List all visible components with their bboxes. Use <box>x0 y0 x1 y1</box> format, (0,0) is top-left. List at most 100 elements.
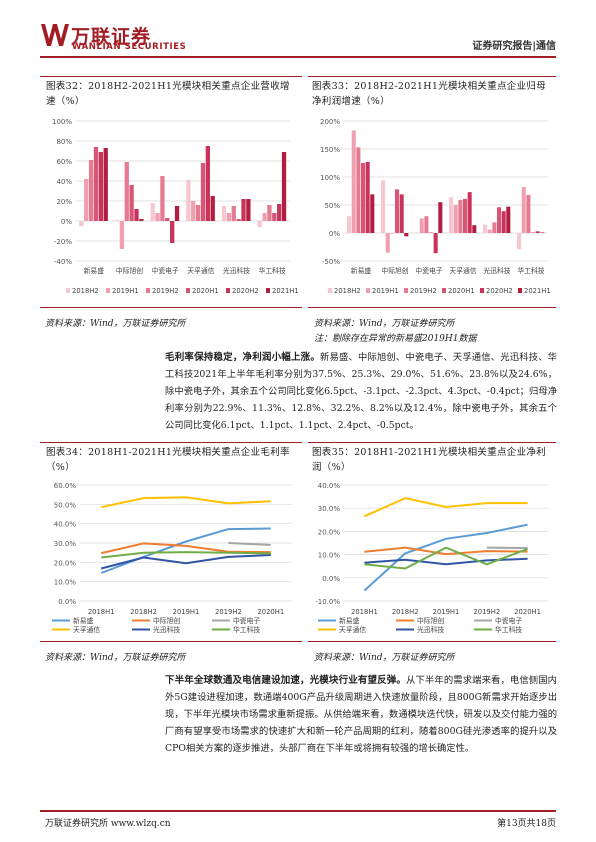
bar <box>483 224 488 233</box>
legend-swatch <box>146 288 150 293</box>
legend-swatch <box>404 288 408 293</box>
x-tick-label: 光迅科技 <box>483 266 510 275</box>
legend-label: 2021H1 <box>272 287 299 295</box>
series-line <box>100 542 271 555</box>
bar <box>281 152 287 221</box>
y-tick-label: -50% <box>322 258 340 266</box>
y-tick-label: 10.0% <box>318 552 341 560</box>
y-tick-label: 0% <box>329 230 340 238</box>
figure-title: 图表34：2018H1-2021H1光模块相关重点企业毛利率（%） <box>46 447 290 473</box>
y-tick-label: 20% <box>56 198 72 206</box>
bar <box>267 205 272 221</box>
bar <box>429 232 434 233</box>
y-tick-label: 100% <box>52 118 72 126</box>
bar <box>399 194 404 233</box>
series-line <box>486 546 528 550</box>
bar <box>129 185 134 221</box>
figure-title: 图表32：2018H2-2021H1光模块相关重点企业营收增速（%） <box>46 81 290 107</box>
bar <box>170 221 175 243</box>
figure-source: 资料来源：Wind，万联证券研究所 <box>314 653 455 663</box>
legend-label: 2020H2 <box>486 287 513 295</box>
x-tick-label: 华工科技 <box>259 266 286 275</box>
y-tick-label: 80% <box>56 138 72 146</box>
bar <box>93 147 99 221</box>
bar <box>88 160 94 221</box>
y-tick-label: 10.0% <box>54 579 77 587</box>
bar <box>124 162 129 221</box>
line-chart-gross-margin: 60.0% 50.0% 40.0% 30.0% 20.0% 10.0% 0.0% 2018H1… <box>52 482 292 634</box>
footer-divider <box>40 810 556 812</box>
legend-label: 中瓷电子 <box>495 616 522 625</box>
bar <box>540 232 545 233</box>
legend-label: 2020H1 <box>448 287 475 295</box>
bar <box>195 205 201 221</box>
y-tick-label: 100% <box>320 174 340 182</box>
series-line <box>364 546 528 570</box>
bar <box>449 197 454 233</box>
bar-chart-net-profit-growth: 200% 150% 100% 50% 0% -50% 新易盛 中际旭创 中瓷电子 天孚通信 光迅科技… <box>320 118 551 295</box>
bar <box>506 206 511 233</box>
brand-name-en: WANLIAN SECURITIES <box>72 42 187 52</box>
figure-source: 资料来源：Wind，万联证券研究所 <box>314 319 455 329</box>
series-line <box>363 523 528 592</box>
bar <box>415 232 420 233</box>
figure-35: 图表35：2018H1-2021H1光模块相关重点企业净利润（%） 40.0% 3… <box>308 442 556 642</box>
bar <box>277 204 282 221</box>
x-tick-label: 2018H2 <box>392 608 419 616</box>
bar <box>79 221 84 226</box>
bar <box>370 194 375 233</box>
paragraph-body: 从下半年的需求端来看，电信侧国内外5G建设进程加速，数通端400G产品升级周期进… <box>165 675 557 754</box>
bar <box>517 233 522 250</box>
bar <box>205 146 210 221</box>
paragraph-lead: 毛利率保持稳定，净利润小幅上涨。 <box>165 352 321 363</box>
y-tick-label: 50% <box>324 202 340 210</box>
legend-swatch <box>442 288 446 293</box>
series-line <box>100 554 271 570</box>
x-tick-label: 华工科技 <box>517 266 544 275</box>
bar <box>361 163 366 233</box>
legend-swatch <box>186 288 190 293</box>
bar <box>231 206 236 221</box>
paragraph-lead: 下半年全球数通及电信建设加速，光模块行业有望反弹。 <box>165 675 407 686</box>
series-line <box>100 496 271 509</box>
bar <box>221 206 227 221</box>
bar <box>114 220 120 221</box>
legend-label: 光迅科技 <box>153 625 180 634</box>
y-tick-label: 20.0% <box>318 528 341 536</box>
bar <box>165 218 170 221</box>
legend-label: 2020H2 <box>232 287 259 295</box>
report-type: 证券研究报告|通信 <box>472 41 556 52</box>
y-tick-label: 60.0% <box>54 482 77 490</box>
legend-swatch <box>366 288 370 293</box>
y-tick-label: -40% <box>54 258 72 266</box>
bar <box>351 130 356 233</box>
bar <box>463 198 468 233</box>
x-tick-label: 新易盛 <box>351 266 372 275</box>
y-tick-label: 60% <box>56 158 72 166</box>
series-line <box>100 527 271 574</box>
y-tick-label: 40.0% <box>318 482 341 490</box>
figure-34: 图表34：2018H1-2021H1光模块相关重点企业毛利率（%） 60.0% 5… <box>40 442 302 642</box>
bar <box>419 218 424 233</box>
x-tick-label: 2019H2 <box>473 608 500 616</box>
legend-label: 2019H2 <box>410 287 437 295</box>
series-line <box>364 557 528 566</box>
y-tick-label: 40.0% <box>54 521 77 529</box>
figure-source: 资料来源：Wind，万联证券研究所 <box>45 319 186 329</box>
legend-label: 2019H2 <box>152 287 179 295</box>
legend-label: 2018H2 <box>334 287 361 295</box>
paragraph-outlook: 下半年全球数通及电信建设加速，光模块行业有望反弹。从下半年的需求端来看，电信侧国… <box>165 672 557 757</box>
legend-swatch <box>518 288 522 293</box>
x-tick-label: 天孚通信 <box>187 266 214 275</box>
x-tick-label: 中际旭创 <box>116 266 143 275</box>
legend-label: 新易盛 <box>339 616 360 625</box>
legend-label: 中际旭创 <box>153 616 180 625</box>
y-tick-label: 0.0% <box>322 575 340 583</box>
bar <box>347 216 352 233</box>
bar <box>210 196 215 221</box>
figure-33: 图表33：2018H2-2021H1光模块相关重点企业归母净利润增速（%） 20… <box>308 76 556 308</box>
bar <box>119 221 125 249</box>
bar <box>246 199 251 221</box>
bar <box>501 211 506 233</box>
bar <box>356 147 361 233</box>
